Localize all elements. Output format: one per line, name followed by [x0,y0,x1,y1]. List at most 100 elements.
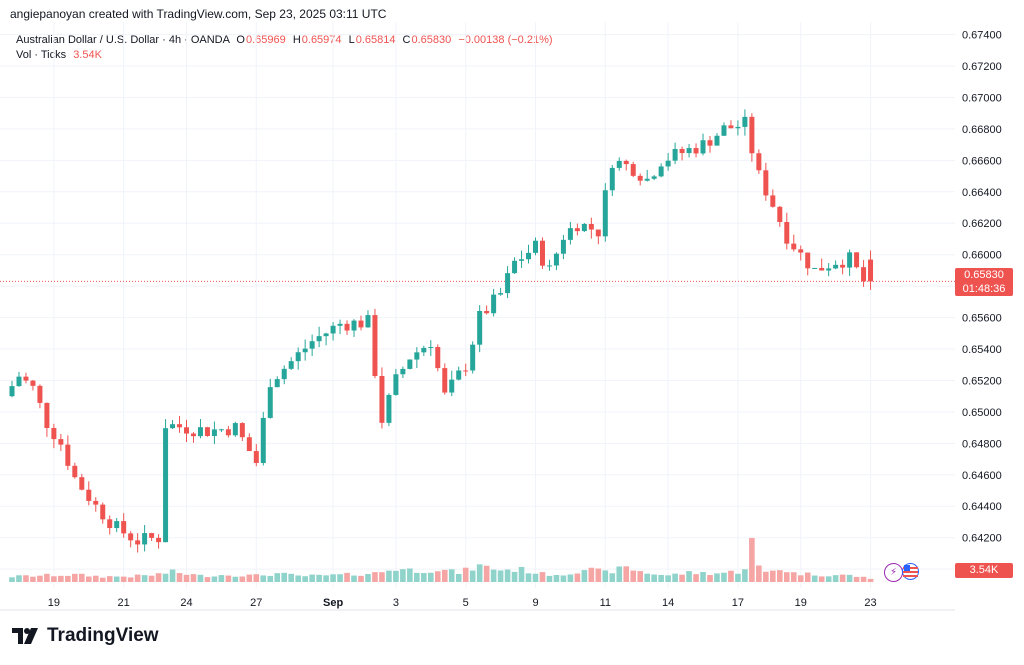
price-tick-label: 0.67000 [962,92,1002,104]
volume-bar [274,573,281,582]
high-value: 0.65974 [301,34,342,46]
candle [463,370,469,372]
volume-bar [546,575,553,582]
candle [253,451,259,463]
volume-bar [344,572,350,582]
candle [442,368,448,393]
time-tick-label: 24 [180,597,192,609]
volume-bar [602,570,609,582]
tradingview-mark-icon [12,628,38,644]
volume-bar [721,572,727,582]
volume-bar [839,574,846,582]
candle [239,423,245,438]
volume-tag: 3.54K [955,563,1013,578]
price-axis[interactable]: 0.67400 0.67200 0.67000 0.66800 0.66600 0.664… [962,30,1002,577]
candle [316,336,322,342]
candle [742,116,748,127]
volume-bar [302,576,308,582]
volume-bar [400,569,406,582]
symbol-name[interactable]: Australian Dollar / U.S. Dollar · 4h · O… [16,34,230,46]
candle [470,344,476,371]
volume-bar [218,575,225,582]
volume-bar [783,572,790,582]
candle [23,376,29,381]
candle [44,402,50,429]
volume-bar [267,575,274,582]
volume-bar [832,575,839,582]
volume-bar [351,575,357,582]
candle [393,374,399,395]
candle [156,537,162,543]
volume-bar [85,576,92,582]
candle [267,387,273,418]
volume-bar [30,576,36,582]
price-chart[interactable]: 0.67400 0.67200 0.67000 0.66800 0.66600 0.664… [0,22,1024,612]
candle [679,148,685,154]
volume-bar [155,573,162,582]
candle [428,347,434,349]
volume-bar [16,575,22,582]
candle [337,323,343,326]
candle [567,228,573,240]
candle [72,465,78,478]
candle [414,352,420,360]
candle [149,533,155,538]
time-tick-label: 5 [463,597,469,609]
volume-bar [644,573,650,582]
volume-bar [393,570,399,582]
candle [246,437,252,452]
candle [477,310,483,345]
price-tick-label: 0.66600 [962,155,1002,167]
symbol-legend: Australian Dollar / U.S. Dollar · 4h · O… [16,34,553,46]
last-price-value: 0.65830 [964,269,1004,281]
candle [756,153,762,171]
candle [609,167,615,191]
candle [546,265,552,267]
us-flag-icon[interactable] [902,563,919,580]
candle [302,348,308,353]
last-price-tag: 0.65830 01:48:36 [955,268,1013,296]
volume-bar [414,572,420,582]
volume-bar [211,576,218,582]
candle [616,160,622,168]
candle [30,380,36,386]
volume-bar [358,575,364,582]
candle [135,540,141,545]
volume-bar [476,564,483,582]
volume-bar [811,575,818,582]
change-value: −0.00138 (−0.21%) [458,34,553,46]
candle [351,320,357,331]
volume-bar [23,575,29,582]
volume-bar [44,573,50,582]
low-value: 0.65814 [355,34,396,46]
time-axis[interactable]: 19 21 24 27 Sep 3 5 9 11 14 17 19 23 [48,597,877,609]
candle [707,140,713,146]
volume-bar [309,574,315,582]
time-tick-label: 3 [393,597,399,609]
price-tick-label: 0.64800 [962,438,1002,450]
candle [693,148,699,154]
candle [197,427,203,437]
lightning-icon[interactable]: ⚡ [884,563,903,582]
candle [379,376,385,423]
tradingview-logo[interactable]: TradingView [12,625,159,647]
volume-bar [818,576,825,582]
candle [358,320,364,328]
volume-bar [37,575,43,582]
volume-bar [804,572,811,582]
candle [260,417,266,463]
volume-bar [330,574,336,582]
volume-bar [428,572,434,582]
time-tick-label: 17 [732,597,744,609]
volume-bar [455,573,462,582]
volume-bar [616,566,623,582]
volume-bar [560,575,567,582]
candle [812,267,818,269]
candle [274,379,280,388]
candle [763,170,769,196]
chart-credit: angiepanoyan created with TradingView.co… [10,7,387,21]
volume-bar [518,566,525,582]
volume-bar [323,575,329,582]
candle [721,125,727,136]
volume-bar [700,571,706,582]
